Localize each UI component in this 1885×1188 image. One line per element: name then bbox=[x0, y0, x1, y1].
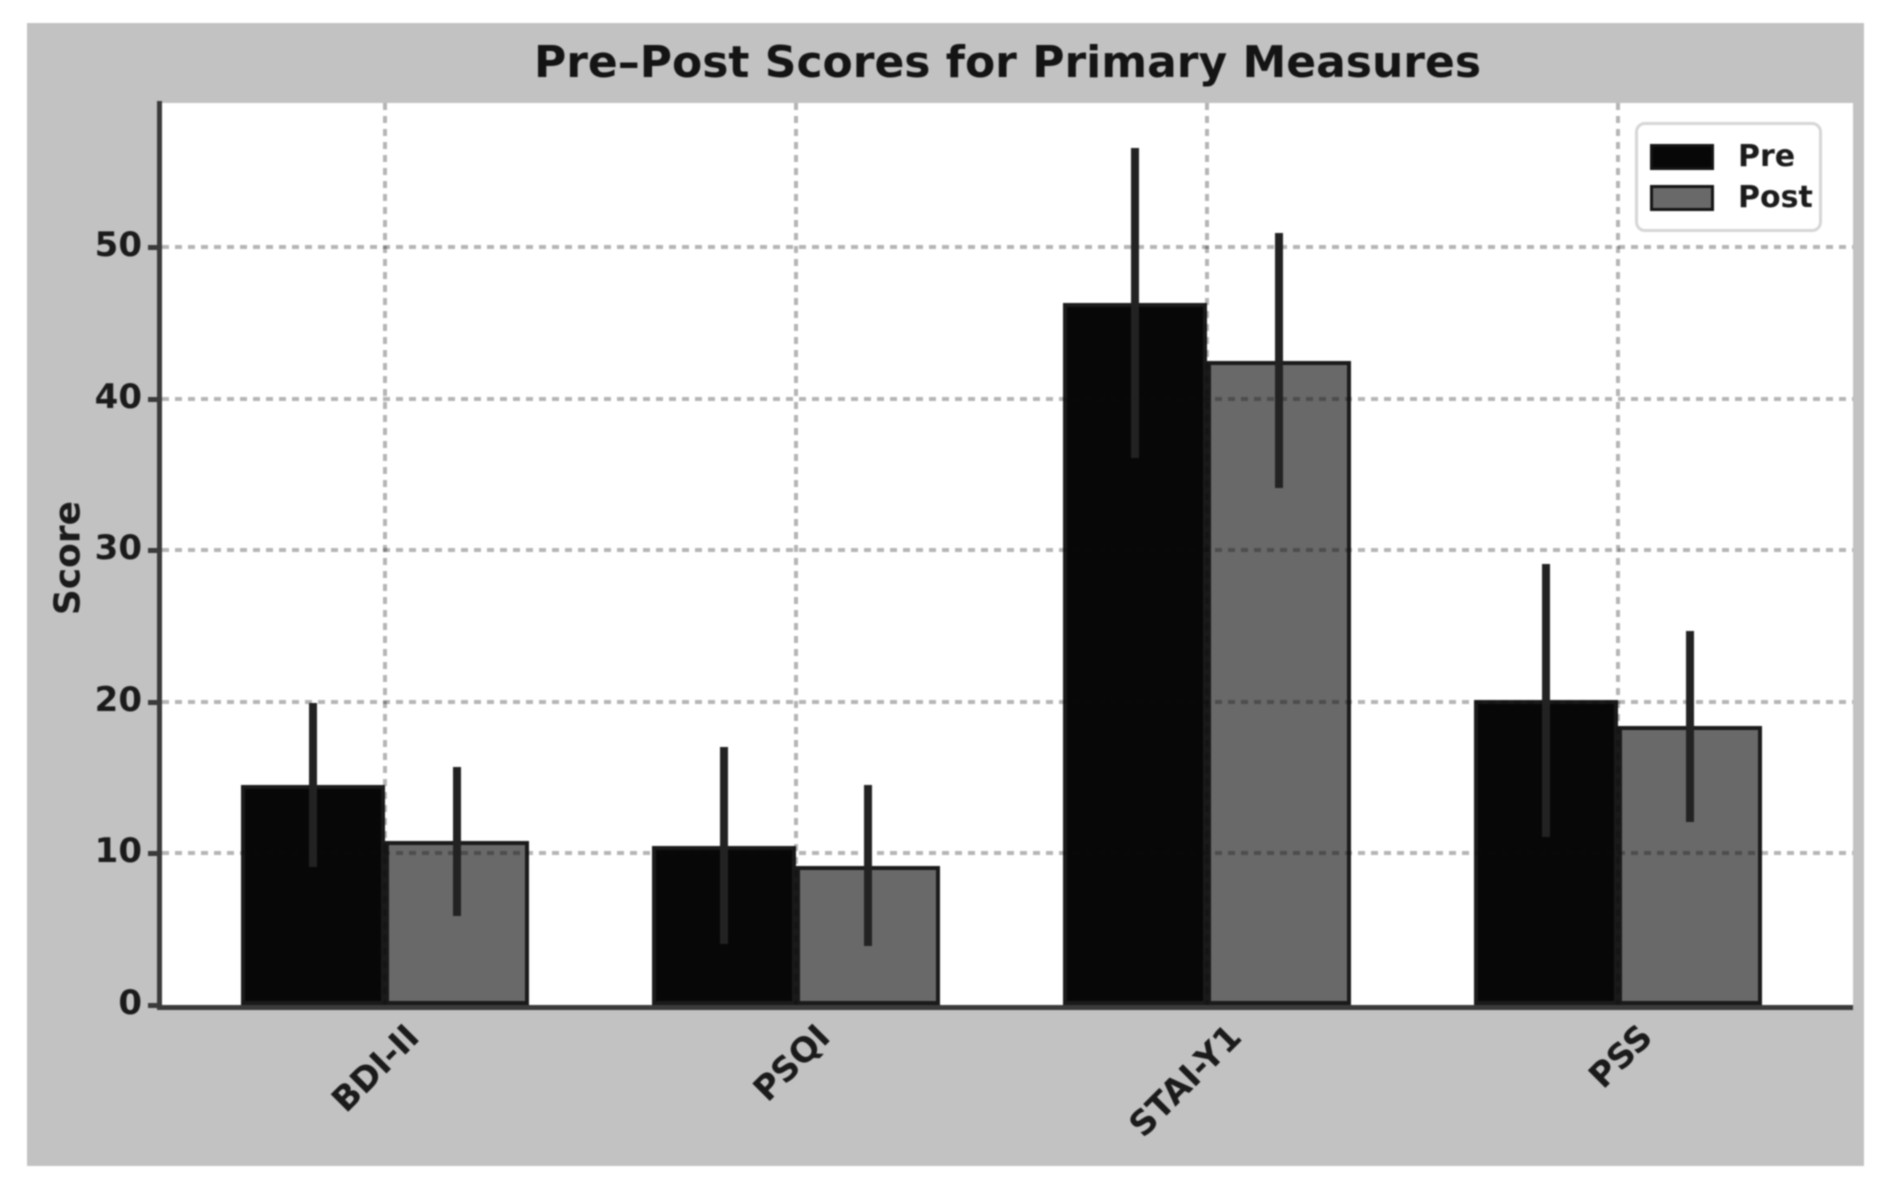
x-axis-spine bbox=[157, 1005, 1853, 1010]
error-bar-post-psqi bbox=[863, 785, 872, 946]
y-tick-label-40: 40 bbox=[94, 376, 142, 417]
y-gridline-30 bbox=[162, 548, 1853, 553]
y-tick-10 bbox=[148, 851, 162, 857]
y-gridline-40 bbox=[162, 396, 1853, 401]
bar-pre-pss bbox=[1474, 700, 1619, 1005]
x-gridline-pss bbox=[1616, 103, 1621, 1005]
y-tick-label-10: 10 bbox=[94, 831, 142, 872]
legend-item-pre: Pre bbox=[1650, 138, 1819, 174]
error-bar-pre-pss bbox=[1542, 563, 1551, 837]
x-gridline-bdi-ii bbox=[383, 103, 388, 1005]
legend-label-pre: Pre bbox=[1738, 138, 1796, 174]
y-gridline-50 bbox=[162, 245, 1853, 250]
legend-item-post: Post bbox=[1650, 179, 1819, 215]
y-tick-label-50: 50 bbox=[94, 225, 142, 266]
y-tick-label-0: 0 bbox=[118, 983, 142, 1023]
y-tick-0 bbox=[148, 1003, 162, 1008]
y-tick-label-30: 30 bbox=[94, 528, 142, 569]
x-tick-label-text-bdi-ii: BDI-II bbox=[323, 1017, 428, 1121]
figure-canvas: Pre–Post Scores for Primary Measures Sco… bbox=[27, 23, 1864, 1166]
x-gridline-psqi bbox=[794, 103, 799, 1005]
y-tick-label-20: 20 bbox=[94, 679, 142, 720]
y-gridline-10 bbox=[162, 851, 1853, 856]
y-tick-50 bbox=[148, 245, 162, 251]
legend-swatch-pre bbox=[1650, 143, 1714, 170]
y-gridline-20 bbox=[162, 699, 1853, 704]
error-bar-post-bdi-ii bbox=[452, 766, 461, 916]
legend-swatch-post bbox=[1650, 184, 1714, 211]
error-bar-pre-bdi-ii bbox=[309, 703, 318, 868]
x-tick-label-text-pss: PSS bbox=[1580, 1017, 1661, 1097]
error-bar-pre-stai-y1 bbox=[1131, 148, 1140, 458]
y-tick-20 bbox=[148, 699, 162, 705]
error-bar-post-stai-y1 bbox=[1275, 233, 1284, 489]
legend-label-post: Post bbox=[1738, 179, 1813, 215]
x-tick-label-text-psqi: PSQI bbox=[745, 1017, 839, 1110]
x-gridline-stai-y1 bbox=[1205, 103, 1210, 1005]
y-tick-40 bbox=[148, 396, 162, 402]
chart-title: Pre–Post Scores for Primary Measures bbox=[533, 37, 1482, 88]
x-tick-label-text-stai-y1: STAI-Y1 bbox=[1121, 1017, 1250, 1146]
y-axis-spine bbox=[157, 101, 162, 1010]
error-bar-pre-psqi bbox=[720, 747, 729, 945]
legend: Pre Post bbox=[1635, 122, 1822, 232]
y-tick-30 bbox=[148, 548, 162, 554]
error-bar-post-pss bbox=[1686, 630, 1695, 822]
